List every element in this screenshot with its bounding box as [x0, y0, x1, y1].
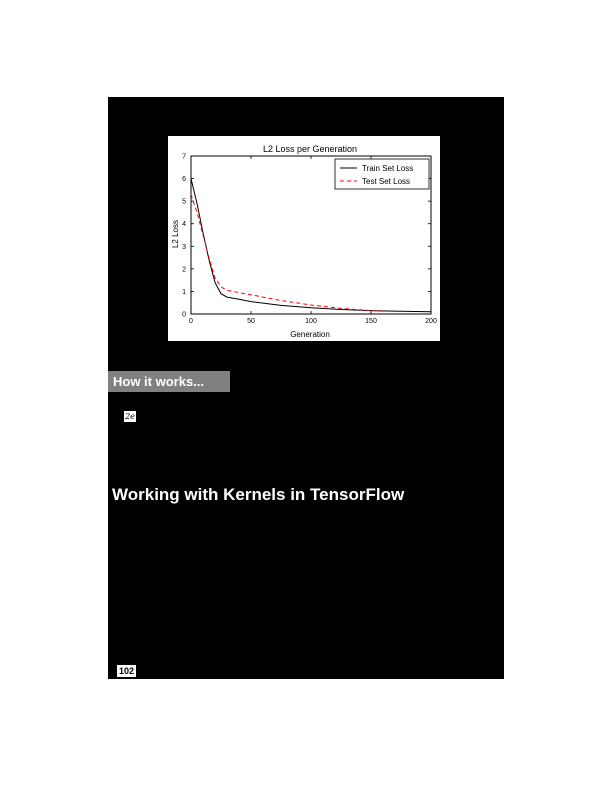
loss-chart: L2 Loss per Generation Generation L2 Los…	[168, 136, 440, 341]
x-tick-label: 150	[365, 318, 377, 325]
loss-chart-svg: L2 Loss per Generation Generation L2 Los…	[171, 144, 437, 339]
y-tick-label: 3	[182, 244, 186, 251]
y-axis-label: L2 Loss	[171, 220, 180, 248]
legend-box	[334, 158, 430, 190]
legend-label: Train Set Loss	[362, 164, 413, 173]
inline-math-token: 2e	[124, 411, 136, 422]
x-tick-label: 0	[189, 318, 193, 325]
y-tick-label: 2	[182, 266, 186, 273]
y-tick-label: 4	[182, 221, 186, 228]
x-tick-label: 200	[425, 318, 437, 325]
chart-title: L2 Loss per Generation	[263, 144, 357, 154]
x-tick-label: 100	[305, 318, 317, 325]
section-heading: How it works...	[108, 371, 230, 392]
series-line-test	[190, 194, 384, 312]
x-axis-label: Generation	[290, 330, 330, 339]
y-tick-label: 0	[182, 312, 186, 319]
recipe-title: Working with Kernels in TensorFlow	[112, 485, 405, 504]
x-tick-label: 50	[247, 318, 255, 325]
legend-label: Test Set Loss	[362, 177, 410, 186]
page-number: 102	[117, 665, 136, 677]
y-tick-label: 1	[182, 289, 186, 296]
y-tick-label: 6	[182, 176, 186, 183]
y-tick-label: 7	[182, 154, 186, 161]
series-line-train	[190, 178, 432, 313]
y-tick-label: 5	[182, 199, 186, 206]
